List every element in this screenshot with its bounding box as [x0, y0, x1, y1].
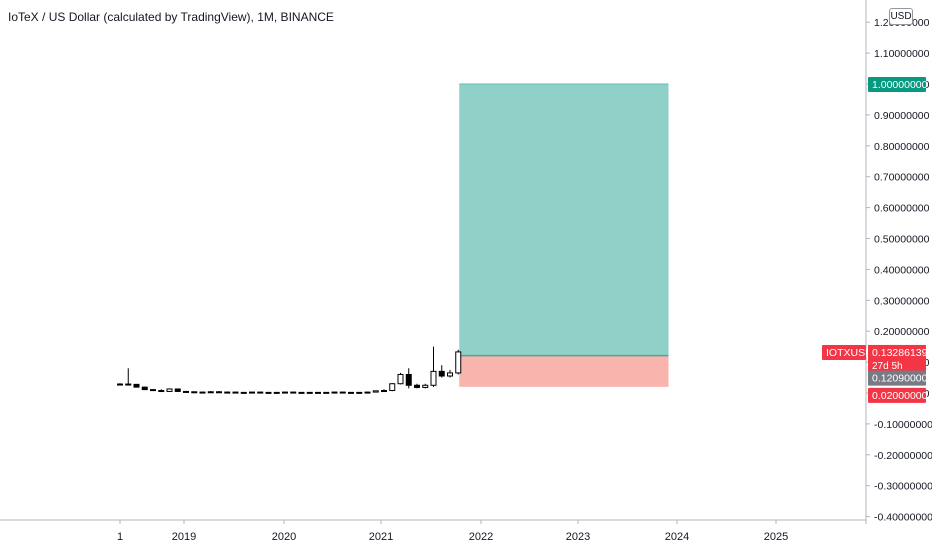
candle-body: [158, 390, 165, 393]
candle-body: [339, 391, 346, 394]
y-tick-label: 0.30000000: [874, 295, 930, 307]
y-tick-label: -0.10000000: [874, 419, 932, 431]
entry-price-tag-text: 0.12090000: [872, 373, 928, 385]
countdown-text: 27d 5h: [872, 361, 903, 372]
candle-body: [166, 388, 173, 392]
candle-body: [397, 373, 404, 385]
y-tick-label: -0.40000000: [874, 512, 932, 524]
candle-body: [364, 391, 371, 394]
candle-body: [125, 383, 132, 386]
candle-body: [306, 391, 313, 394]
candle-body: [430, 370, 437, 386]
price-tags: 1.00000000 IOTXUSD 0.13286139 27d 5h0.12090…: [822, 77, 928, 403]
candle-body: [183, 390, 189, 393]
candle-body: [389, 383, 396, 392]
chart-title: IoTeX / US Dollar (calculated by Trading…: [8, 10, 334, 24]
x-tick-label: 2022: [469, 531, 493, 543]
candle-body: [331, 391, 338, 394]
candle-body: [207, 391, 214, 394]
y-tick-label: -0.30000000: [874, 481, 932, 493]
y-tick-label: 0.70000000: [874, 172, 930, 184]
candle-body: [249, 391, 255, 394]
candle-body: [265, 391, 272, 394]
candle-body: [290, 391, 297, 394]
y-tick-label: 0.90000000: [874, 110, 930, 122]
entry-price-tag: [868, 370, 926, 386]
y-tick-label: 0.80000000: [874, 141, 930, 153]
candle-body: [414, 384, 420, 388]
candle-body: [216, 391, 222, 394]
candle-body: [438, 370, 445, 377]
candle-body: [381, 390, 387, 393]
candle-body: [348, 391, 354, 394]
candle-body: [257, 391, 264, 394]
y-tick-label: -0.20000000: [874, 450, 932, 462]
x-tick-label: 1: [117, 531, 123, 543]
target-price-tag: [868, 77, 926, 92]
x-tick-label: 2023: [566, 531, 590, 543]
candle-body: [356, 391, 363, 394]
position-zones: [459, 83, 669, 387]
last-price-text: 0.13286139: [872, 347, 928, 359]
candle-body: [447, 372, 453, 377]
candle-body: [405, 373, 412, 386]
stop-price-tag-text: 0.02000000: [872, 390, 928, 402]
candle-body: [191, 391, 198, 394]
candle-body: [315, 391, 321, 394]
x-tick-label: 2025: [764, 531, 788, 543]
y-tick-label: 0.60000000: [874, 203, 930, 215]
candle-body: [298, 391, 305, 394]
symbol-tag-text: IOTXUSD: [826, 347, 873, 359]
y-tick-label: 1.10000000: [874, 48, 930, 60]
x-tick-label: 2020: [272, 531, 296, 543]
profit-zone: [459, 84, 669, 356]
candle-body: [372, 390, 379, 393]
y-tick-label: 0.40000000: [874, 264, 930, 276]
last-price-tag: [868, 344, 926, 373]
x-tick-label: 2024: [665, 531, 689, 543]
stop-price-tag: [868, 387, 926, 403]
symbol-tag: [822, 344, 866, 360]
y-tick-label: 0.20000000: [874, 326, 930, 338]
target-price-tag-text: 1.00000000: [872, 79, 928, 91]
candle-body: [141, 386, 148, 391]
candle-body: [422, 384, 429, 388]
candle-body: [117, 383, 123, 386]
candle-body: [282, 391, 288, 394]
x-tick-label: 2021: [369, 531, 393, 543]
currency-button[interactable]: USD: [889, 8, 913, 25]
candle-body: [455, 351, 462, 374]
candle-body: [199, 391, 206, 394]
candle-body: [273, 391, 280, 394]
y-tick-label: 0.50000000: [874, 234, 930, 246]
candle-body: [232, 391, 239, 394]
candles: [117, 346, 462, 394]
candle-body: [133, 383, 140, 388]
candle-body: [150, 389, 156, 392]
loss-zone: [459, 355, 669, 387]
candle-body: [323, 391, 330, 394]
candle-body: [224, 391, 231, 394]
candle-body: [174, 388, 181, 392]
candle-body: [240, 391, 247, 394]
x-tick-label: 2019: [172, 531, 196, 543]
